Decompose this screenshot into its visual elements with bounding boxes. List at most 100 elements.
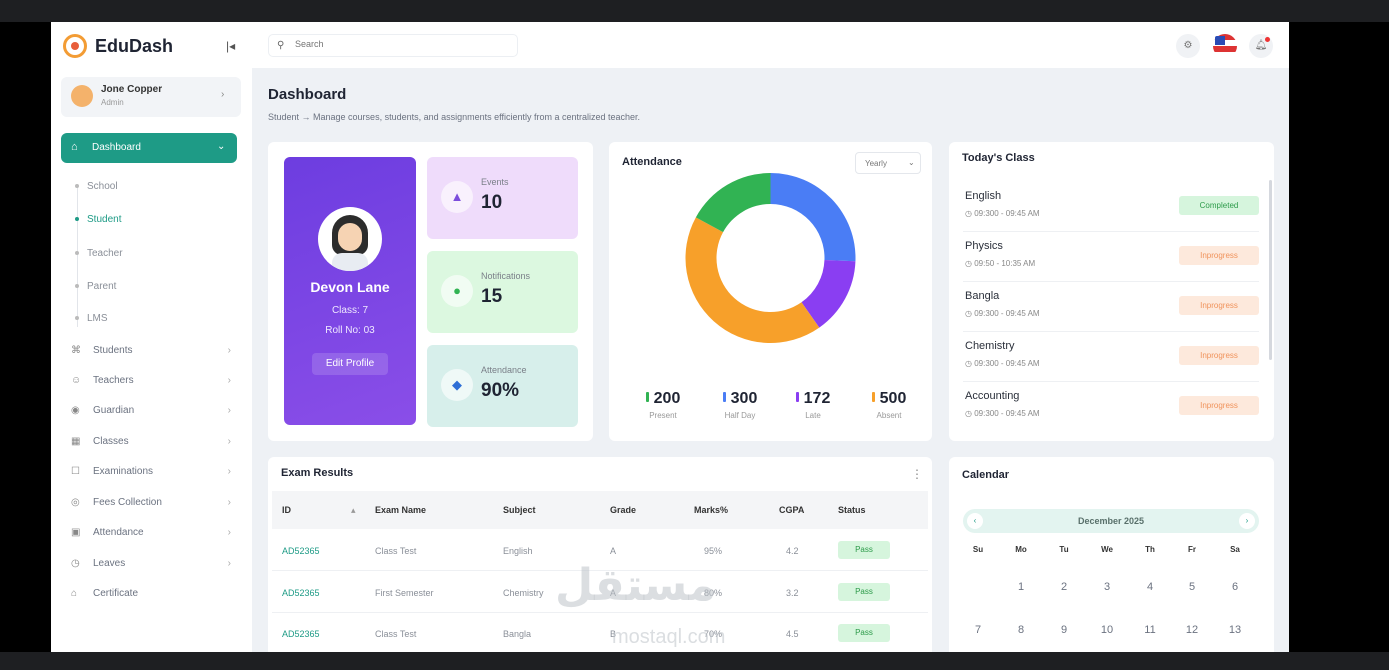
class-item[interactable]: Bangla ◷ 09:300 - 09:45 AM Inprogress (963, 286, 1259, 332)
class-item[interactable]: Accounting ◷ 09:300 - 09:45 AM Inprogres… (963, 386, 1259, 432)
class-item[interactable]: Chemistry ◷ 09:300 - 09:45 AM Inprogress (963, 336, 1259, 382)
calendar-day[interactable]: 4 (1146, 581, 1154, 593)
prev-month-icon[interactable]: ‹ (967, 513, 983, 529)
search-box[interactable]: ⚲ (268, 34, 518, 57)
column-header[interactable]: Marks% (694, 505, 729, 515)
calendar-day[interactable]: 1 (1017, 581, 1025, 593)
sidebar-sub-school[interactable]: School (75, 181, 118, 192)
clock-icon: ◷ (71, 558, 80, 569)
id-icon: ◆ (441, 369, 473, 401)
logo-icon (63, 34, 87, 58)
sort-icon[interactable]: ▴ (351, 505, 356, 515)
donut-slice-absent[interactable] (685, 217, 820, 343)
sidebar-sub-student[interactable]: Student (75, 214, 121, 225)
weekday-label: Su (972, 545, 984, 554)
weekday-label: Th (1145, 545, 1155, 554)
class-time: ◷ 09:300 - 09:45 AM (965, 309, 1040, 318)
todays-class-title: Today's Class (962, 152, 1035, 164)
donut-slice-present[interactable] (695, 173, 771, 233)
legend-absent: 500 Absent (859, 390, 919, 420)
class-name: Physics (965, 240, 1003, 252)
language-flag-icon[interactable] (1213, 34, 1237, 58)
edit-profile-button[interactable]: Edit Profile (312, 353, 388, 375)
column-header[interactable]: Exam Name (375, 505, 427, 515)
settings-icon[interactable]: ⚙ (1176, 34, 1200, 58)
attendance-stat[interactable]: ◆ Attendance 90% (427, 345, 578, 427)
top-bar: ⚲ ⚙ 🔔︎ (252, 22, 1289, 68)
calendar-day[interactable]: 11 (1144, 624, 1156, 636)
sidebar-sub-teacher[interactable]: Teacher (75, 248, 123, 259)
calendar-day[interactable]: 5 (1188, 581, 1196, 593)
sidebar-sub-parent[interactable]: Parent (75, 281, 116, 292)
window-frame-bottom (0, 652, 1389, 670)
calendar-day[interactable]: 10 (1100, 624, 1114, 636)
status-badge: Pass (838, 541, 890, 559)
award-icon: ⌂ (71, 588, 78, 599)
notification-bell-icon[interactable]: 🔔︎ (1249, 34, 1273, 58)
status-badge: Pass (838, 624, 890, 642)
class-time: ◷ 09:300 - 09:45 AM (965, 409, 1040, 418)
shield-icon: ◉ (71, 405, 80, 416)
calendar-day[interactable]: 13 (1228, 624, 1242, 636)
sidebar-sub-lms[interactable]: LMS (75, 313, 108, 324)
column-header[interactable]: ID (282, 505, 291, 515)
sidebar-item-students[interactable]: ⌘ Students › (71, 345, 231, 356)
calendar-day[interactable]: 6 (1231, 581, 1239, 593)
chevron-down-icon: ⌄ (217, 141, 226, 152)
stat-label: Notifications (481, 271, 531, 281)
sidebar-item-guardian[interactable]: ◉ Guardian › (71, 405, 231, 416)
calendar-day[interactable]: 12 (1185, 624, 1199, 636)
class-time: ◷ 09:50 - 10:35 AM (965, 259, 1036, 268)
calendar-day[interactable]: 7 (974, 624, 982, 636)
status-badge: Inprogress (1179, 346, 1259, 365)
class-item[interactable]: English ◷ 09:300 - 09:45 AM Completed (963, 186, 1259, 232)
search-input[interactable] (295, 39, 495, 49)
calendar-day[interactable]: 3 (1103, 581, 1111, 593)
column-header[interactable]: Status (838, 505, 866, 515)
column-header[interactable]: Subject (503, 505, 536, 515)
class-item[interactable]: Physics ◷ 09:50 - 10:35 AM Inprogress (963, 236, 1259, 282)
donut-slice-half-day[interactable] (770, 173, 856, 262)
class-time: ◷ 09:300 - 09:45 AM (965, 359, 1040, 368)
stat-value: 15 (481, 286, 503, 307)
sidebar-item-examinations[interactable]: ☐ Examinations › (71, 466, 231, 477)
student-class: Class: 7 (331, 305, 369, 316)
class-name: Bangla (965, 290, 1000, 302)
sidebar-item-teachers[interactable]: ☺ Teachers › (71, 375, 231, 386)
scrollbar[interactable] (1269, 180, 1272, 360)
breadcrumb: Student → Manage courses, students, and … (268, 112, 641, 122)
calendar-day[interactable]: 9 (1060, 624, 1068, 636)
window-frame-top (0, 0, 1389, 22)
calendar-month: December 2025 (1077, 516, 1145, 526)
weekday-label: Mo (1015, 545, 1027, 554)
stat-value: 10 (481, 192, 503, 213)
calendar-day[interactable]: 8 (1017, 624, 1025, 636)
coin-icon: ◎ (71, 497, 80, 508)
status-badge: Pass (838, 583, 890, 601)
column-header[interactable]: Grade (610, 505, 637, 515)
search-icon: ⚲ (277, 40, 285, 51)
notifications-stat[interactable]: ● Notifications 15 (427, 251, 578, 333)
avatar (71, 85, 93, 107)
sidebar-item-dashboard[interactable]: ⌂ Dashboard ⌄ (61, 133, 237, 163)
sidebar-item-fees[interactable]: ◎ Fees Collection › (71, 497, 231, 508)
period-select[interactable]: Yearly ⌄ (855, 152, 921, 174)
user-icon: ☺ (71, 375, 82, 386)
user-card[interactable]: Jone Copper Admin › (61, 77, 241, 117)
status-badge: Inprogress (1179, 296, 1259, 315)
sidebar-item-classes[interactable]: ▦ Classes › (71, 436, 231, 447)
legend-half-day: 300 Half Day (710, 390, 770, 420)
next-month-icon[interactable]: › (1239, 513, 1255, 529)
more-options-icon[interactable]: ⋮ (911, 467, 923, 481)
sidebar-item-leaves[interactable]: ◷ Leaves › (71, 558, 231, 569)
donut-slice-late[interactable] (801, 260, 856, 328)
sidebar-item-certificate[interactable]: ⌂ Certificate (71, 588, 139, 599)
collapse-sidebar-icon[interactable]: |◂ (226, 39, 236, 53)
calendar-day[interactable]: 2 (1060, 581, 1068, 593)
watermark-latin: mostaql.com (612, 626, 726, 648)
logo[interactable]: EduDash (63, 34, 173, 58)
events-stat[interactable]: ▲ Events 10 (427, 157, 578, 239)
column-header[interactable]: CGPA (779, 505, 805, 515)
sidebar-item-attendance[interactable]: ▣ Attendance › (71, 527, 231, 538)
profile-stats-card: Devon Lane Class: 7 Roll No: 03 Edit Pro… (268, 142, 593, 441)
